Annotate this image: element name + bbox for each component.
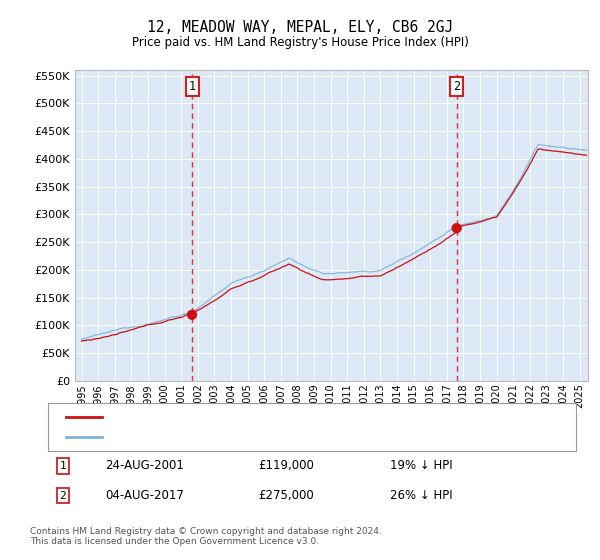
Text: Price paid vs. HM Land Registry's House Price Index (HPI): Price paid vs. HM Land Registry's House … — [131, 36, 469, 49]
Text: 1: 1 — [188, 80, 196, 93]
Point — [452, 223, 461, 232]
Text: 2: 2 — [59, 491, 67, 501]
Text: 12, MEADOW WAY, MEPAL, ELY, CB6 2GJ (detached house): 12, MEADOW WAY, MEPAL, ELY, CB6 2GJ (det… — [111, 412, 413, 422]
Text: 1: 1 — [59, 461, 67, 471]
Text: HPI: Average price, detached house, East Cambridgeshire: HPI: Average price, detached house, East… — [111, 432, 413, 442]
Text: £275,000: £275,000 — [258, 489, 314, 502]
Text: 2: 2 — [453, 80, 460, 93]
Text: 19% ↓ HPI: 19% ↓ HPI — [390, 459, 452, 473]
Point — [187, 310, 197, 319]
Text: £119,000: £119,000 — [258, 459, 314, 473]
Text: 24-AUG-2001: 24-AUG-2001 — [105, 459, 184, 473]
Text: 04-AUG-2017: 04-AUG-2017 — [105, 489, 184, 502]
Text: 12, MEADOW WAY, MEPAL, ELY, CB6 2GJ: 12, MEADOW WAY, MEPAL, ELY, CB6 2GJ — [147, 20, 453, 35]
Text: 26% ↓ HPI: 26% ↓ HPI — [390, 489, 452, 502]
Text: Contains HM Land Registry data © Crown copyright and database right 2024.
This d: Contains HM Land Registry data © Crown c… — [30, 526, 382, 546]
